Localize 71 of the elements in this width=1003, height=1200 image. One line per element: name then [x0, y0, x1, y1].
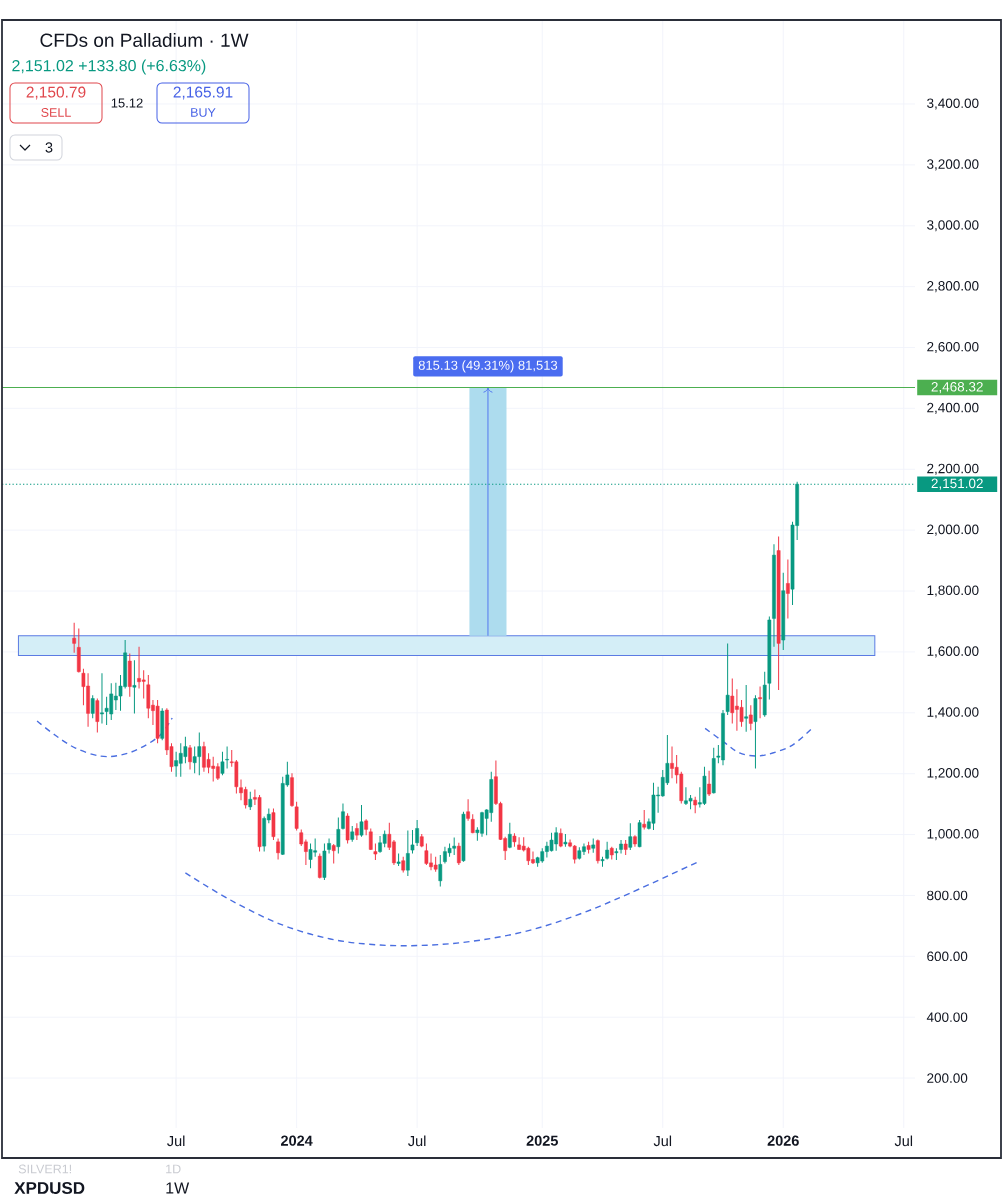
y-tick-label: 3,200.00 — [927, 159, 979, 171]
y-tick-label: 3,400.00 — [927, 98, 979, 110]
candlestick — [220, 751, 225, 776]
y-tick-label: 1,800.00 — [927, 585, 979, 597]
text: 2,151.02 +133.80 (+6.63%) — [12, 59, 206, 75]
candlestick — [341, 803, 345, 830]
candlestick — [438, 854, 443, 888]
ref-line-label: 2,468.32 — [931, 382, 983, 394]
x-tick-label: Jul — [167, 1135, 185, 1147]
candlestick — [132, 659, 137, 714]
candlestick — [355, 822, 359, 841]
candlestick — [758, 686, 762, 719]
annotation: 3 — [45, 142, 53, 153]
y-tick-label: 1,600.00 — [927, 646, 979, 658]
candlestick — [141, 669, 146, 699]
candlestick — [549, 832, 554, 853]
candlestick — [308, 842, 313, 869]
candlestick — [786, 558, 790, 619]
x-tick-label: 2026 — [767, 1135, 799, 1146]
y-tick-label: 2,200.00 — [927, 463, 979, 475]
annotation: 2,150.79 — [26, 86, 86, 100]
text: CFDs on Palladium · 1W — [40, 33, 249, 47]
y-tick-label: 2,000.00 — [927, 524, 979, 536]
candlestick — [748, 704, 753, 731]
candlestick — [90, 694, 95, 719]
candlestick — [707, 770, 711, 797]
candlestick — [248, 791, 253, 811]
candlestick — [183, 736, 188, 764]
candlestick — [359, 804, 364, 838]
y-tick-label: 400.00 — [926, 1012, 968, 1022]
x-tick-label: Jul — [894, 1135, 913, 1147]
annotation: 815.13 (49.31%) 81,513 — [418, 360, 558, 373]
x-tick-label: Jul — [408, 1135, 426, 1147]
annotation: SELL — [41, 108, 71, 117]
x-tick-label: 2024 — [281, 1135, 313, 1146]
candlestick — [628, 822, 633, 851]
candlestick — [317, 852, 322, 879]
candlestick — [336, 817, 341, 854]
candlestick — [188, 744, 192, 770]
y-tick-label: 1,400.00 — [927, 707, 979, 719]
candlestick — [72, 622, 76, 654]
candlestick — [456, 842, 461, 866]
candlestick — [507, 822, 512, 849]
candlestick — [744, 684, 749, 733]
y-tick-label: 2,600.00 — [927, 341, 979, 354]
candlestick — [753, 694, 758, 769]
y-tick-label: 2,800.00 — [927, 281, 979, 293]
candlestick — [95, 697, 100, 734]
candlestick — [642, 809, 647, 830]
y-tick-label: 800.00 — [927, 890, 968, 901]
y-tick-label: 1,200.00 — [927, 768, 979, 780]
candlestick — [294, 801, 299, 832]
y-tick-label: 1,000.00 — [927, 828, 979, 841]
text: XPDUSD — [14, 1181, 85, 1195]
candlestick — [596, 838, 600, 864]
annotation: 2,165.91 — [173, 86, 233, 100]
y-tick-label: 600.00 — [927, 951, 968, 962]
x-tick-label: Jul — [653, 1135, 672, 1147]
candlestick — [331, 843, 336, 864]
line-series — [704, 727, 814, 757]
y-tick-label: 2,400.00 — [927, 402, 979, 414]
annotation: BUY — [191, 108, 216, 117]
candlestick — [276, 838, 280, 861]
candlestick — [424, 842, 429, 866]
text: 1W — [166, 1182, 190, 1194]
x-tick-label: 2025 — [526, 1135, 558, 1146]
ref-line-label: 2,151.02 — [931, 478, 983, 490]
annotation: 15.12 — [111, 98, 143, 108]
y-tick-label: 3,000.00 — [927, 220, 979, 232]
line-series — [36, 717, 173, 758]
y-tick-label: 200.00 — [927, 1073, 968, 1083]
